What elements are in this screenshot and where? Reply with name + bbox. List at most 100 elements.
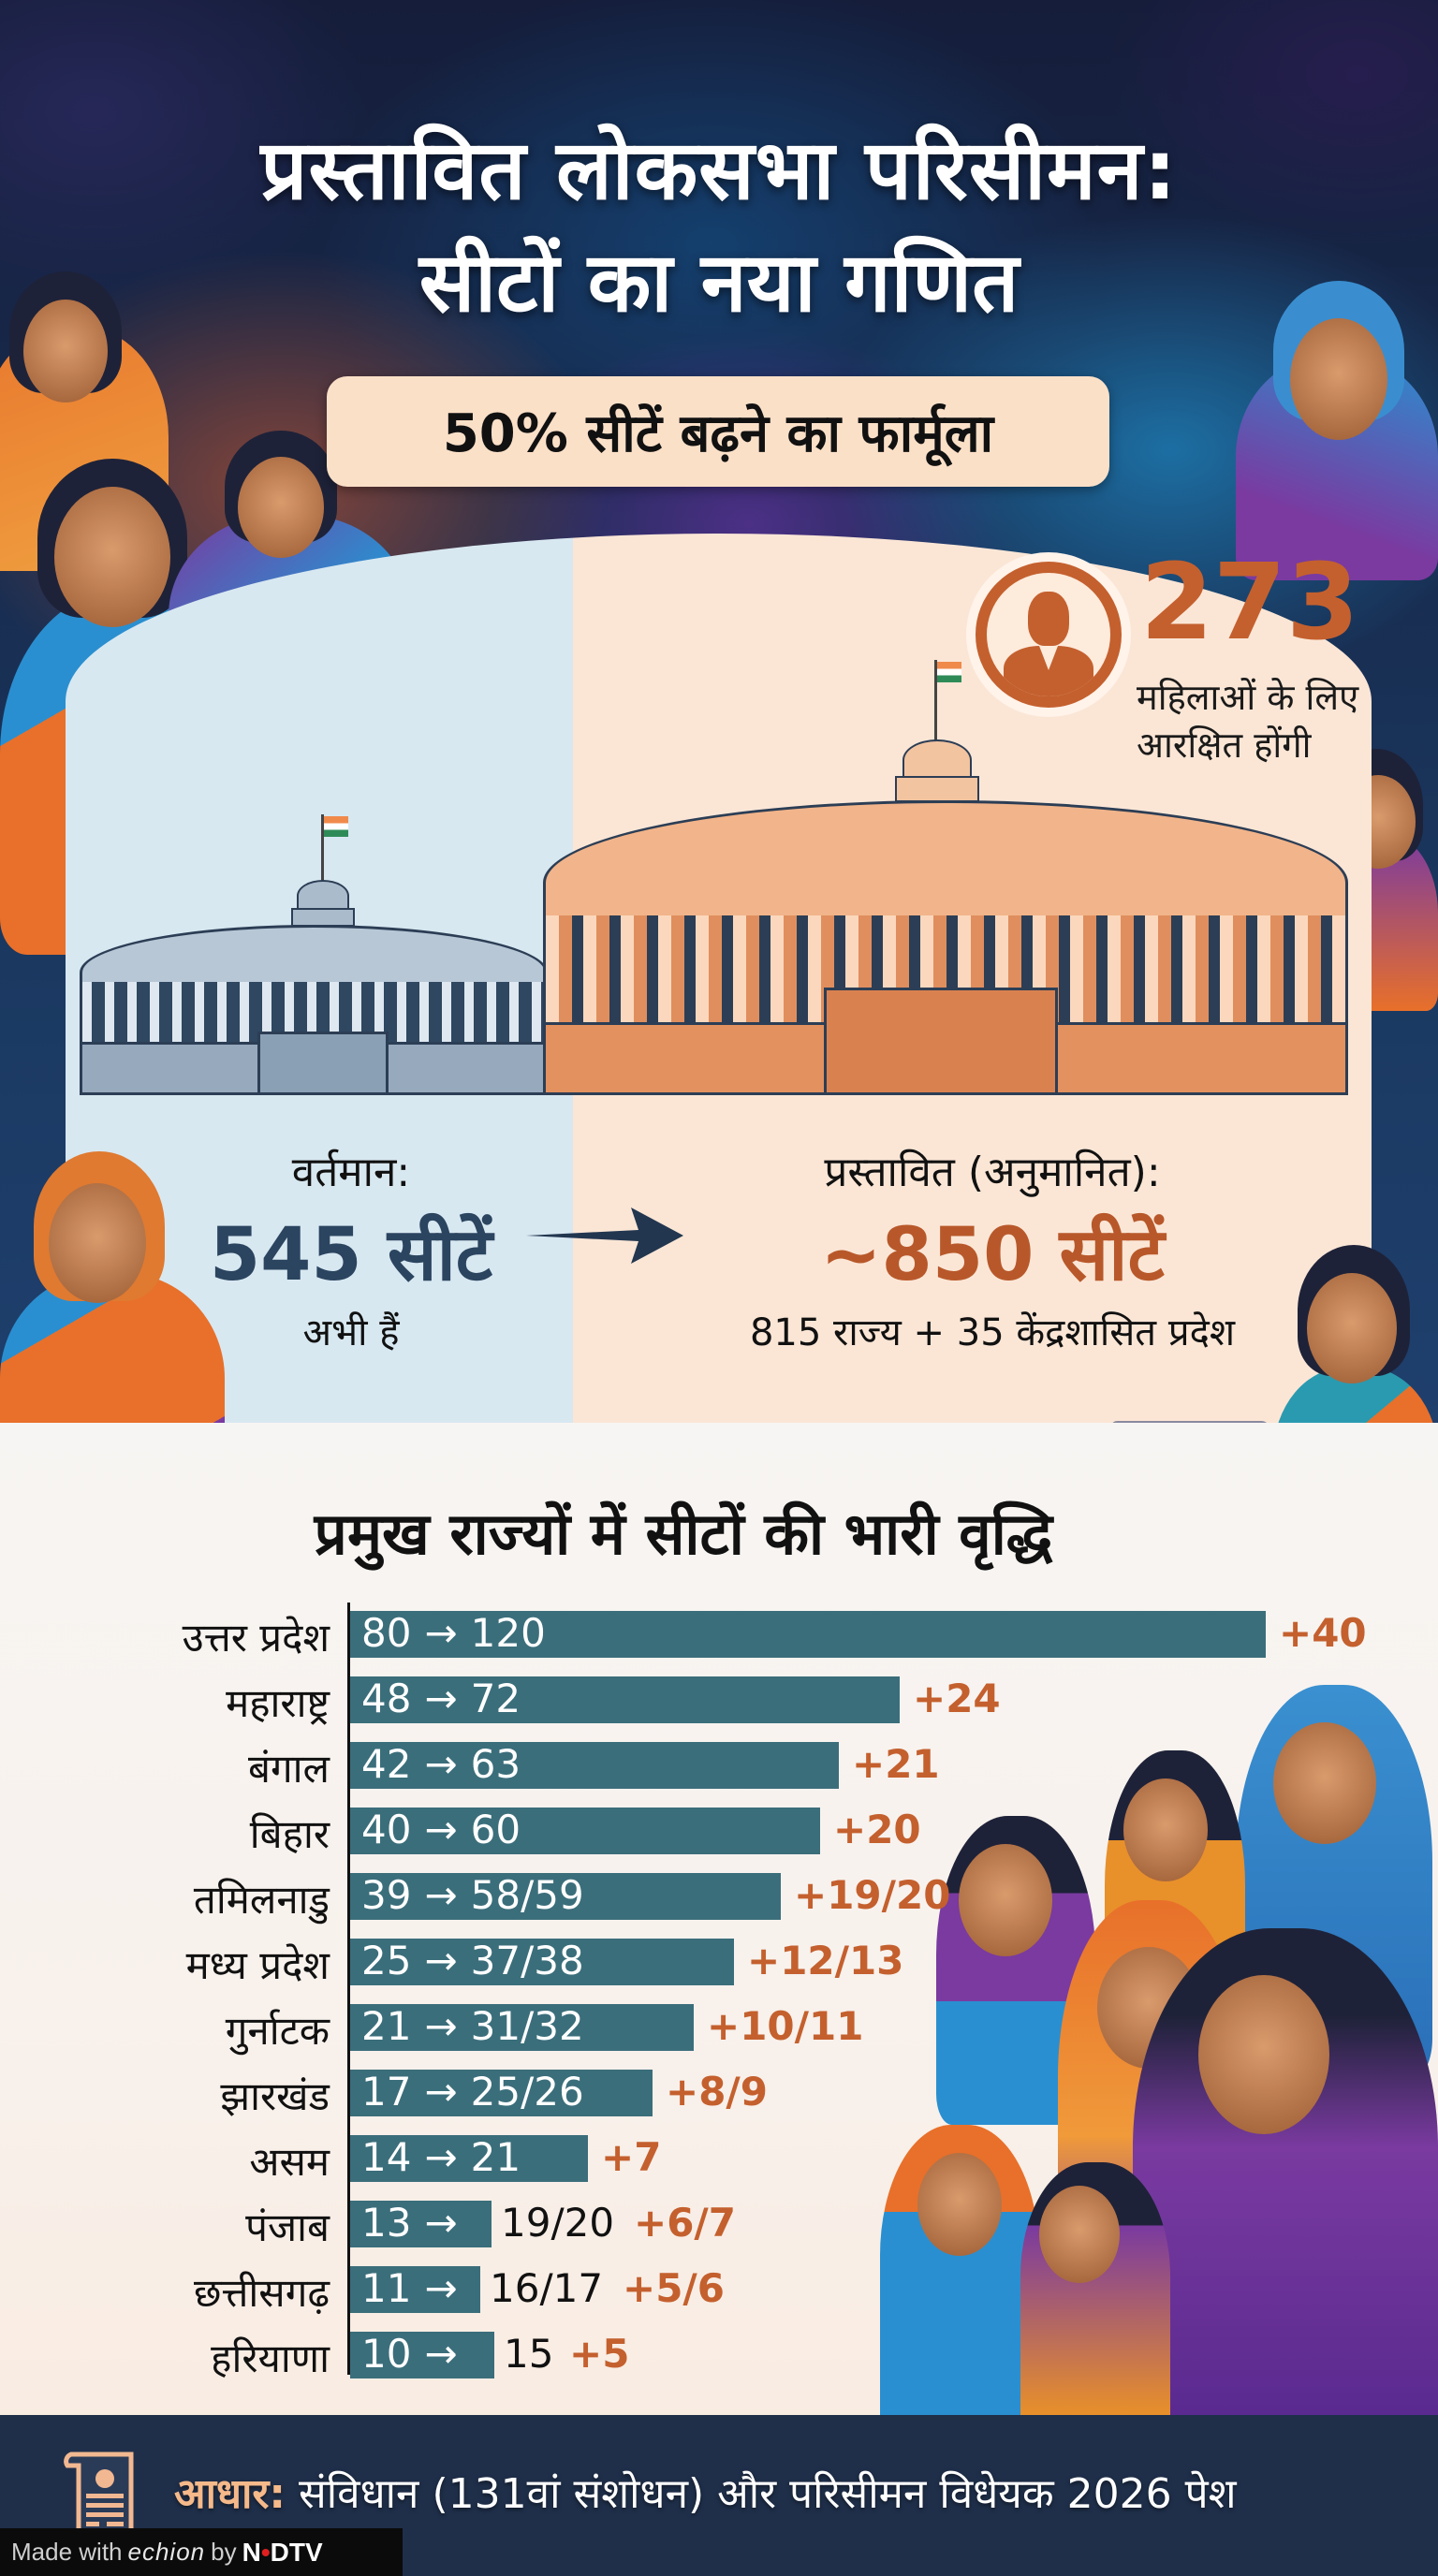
chart-axis-line — [347, 1603, 350, 2375]
chart-row: बिहार 40 → 60 +20 — [0, 1805, 1438, 1857]
watermark-badge[interactable]: Made with echion by N•DTV — [0, 2528, 403, 2576]
women-reserved-label-line2: आरक्षित होंगी — [1137, 724, 1312, 767]
women-reservation-badge — [966, 552, 1131, 717]
seats-to: 120 — [470, 1610, 546, 1656]
seats-to: 63 — [470, 1741, 521, 1787]
chart-bar-label: 10 → — [361, 2331, 471, 2377]
arrow-icon: → — [424, 1938, 458, 1983]
chart-bar — [350, 1742, 839, 1789]
chart-bar-label: 21 → 31/32 — [361, 2003, 584, 2049]
arrow-icon: → — [424, 2134, 458, 2180]
arrow-icon: → — [424, 2331, 458, 2377]
current-seats-value: 545 सीटें — [209, 1213, 493, 1297]
chart-row-state-label: छत्तीसगढ़ — [193, 2270, 330, 2316]
chart-row: झारखंड 17 → 25/26 +8/9 — [0, 2067, 1438, 2119]
women-reserved-label-line1: महिलाओं के लिए — [1137, 677, 1359, 718]
seats-to-outside: 16/17 — [490, 2265, 604, 2311]
seats-from: 21 — [361, 2003, 412, 2049]
chart-row: मध्य प्रदेश 25 → 37/38 +12/13 — [0, 1936, 1438, 1988]
chart-title: प्रमुख राज्यों में सीटों की भारी वृद्धि — [314, 1500, 1053, 1568]
seats-from: 17 — [361, 2069, 412, 2115]
chart-bar — [350, 1808, 820, 1854]
parliament-current-illustration — [80, 814, 548, 1095]
seats-from: 11 — [361, 2265, 412, 2311]
proposed-label: प्रस्तावित (अनुमानित): — [824, 1149, 1161, 1196]
seats-from: 25 — [361, 1938, 412, 1983]
arrow-icon: → — [424, 2265, 458, 2311]
parliament-proposed-illustration — [543, 660, 1348, 1095]
illustration-woman-top-left — [0, 271, 169, 571]
chart-row-state-label: असम — [249, 2139, 330, 2185]
proposed-seats-value: ~850 सीटें — [820, 1213, 1165, 1297]
arrow-icon: → — [424, 1610, 458, 1656]
chart-row-state-label: बिहार — [249, 1811, 330, 1857]
chart-bar-label: 11 → — [361, 2265, 471, 2311]
seats-from: 48 — [361, 1676, 412, 1721]
chart-row: हरियाणा 10 → 15 +5 — [0, 2329, 1438, 2381]
seat-increase-label: +19/20 — [794, 1872, 951, 1918]
arrow-icon: → — [424, 1807, 458, 1852]
seat-increase-label: +24 — [913, 1676, 1001, 1721]
seats-from: 40 — [361, 1807, 412, 1852]
chart-bar — [350, 2070, 653, 2116]
chart-bar-label: 80 → 120 — [361, 1610, 546, 1656]
women-reserved-count: 273 — [1140, 542, 1359, 664]
chart-row-state-label: गुर्नाटक — [225, 2008, 330, 2054]
seats-from: 10 — [361, 2331, 412, 2377]
page-title-line2: सीटों का नया गणित — [418, 234, 1020, 330]
chart-bar-label: 39 → 58/59 — [361, 1872, 584, 1918]
current-label: वर्तमान: — [291, 1149, 411, 1196]
seat-increase-label: +20 — [833, 1807, 921, 1852]
chart-row: उत्तर प्रदेश 80 → 120 +40 — [0, 1608, 1438, 1661]
seat-increase-label: +6/7 — [634, 2200, 736, 2246]
seat-increase-label: +5/6 — [623, 2265, 725, 2311]
illustration-women-group — [880, 1676, 1438, 2415]
seat-increase-label: +10/11 — [707, 2003, 864, 2049]
source-text: संविधान (131वां संशोधन) और परिसीमन विधेय… — [286, 2470, 1237, 2518]
chart-bar — [350, 2135, 588, 2182]
proposed-seats-block: प्रस्तावित (अनुमानित): ~850 सीटें 815 रा… — [674, 1142, 1311, 1356]
seat-increase-label: +7 — [601, 2134, 662, 2180]
subtitle-pill: 50% सीटें बढ़ने का फार्मूला — [327, 376, 1109, 487]
seats-to: 25/26 — [470, 2069, 584, 2115]
proposed-note: 815 राज्य + 35 केंद्रशासित प्रदेश — [749, 1311, 1236, 1354]
chart-bar-label: 40 → 60 — [361, 1807, 521, 1852]
seats-to: 58/59 — [470, 1872, 584, 1918]
chart-bar-label: 42 → 63 — [361, 1741, 521, 1787]
chart-bar-label: 13 → — [361, 2200, 471, 2246]
watermark-brand: echion — [127, 2538, 206, 2566]
chart-row-state-label: झारखंड — [220, 2073, 330, 2119]
chart-bar-label: 48 → 72 — [361, 1676, 521, 1721]
seats-to-outside: 15 — [504, 2331, 554, 2377]
chart-row: बंगाल 42 → 63 +21 — [0, 1739, 1438, 1792]
seat-increase-label: +5 — [569, 2331, 630, 2377]
current-note: अभी हैं — [302, 1311, 400, 1354]
seat-increase-label: +40 — [1279, 1610, 1367, 1656]
seats-from: 80 — [361, 1610, 412, 1656]
chart-bar — [350, 1676, 900, 1723]
chart-row-state-label: महाराष्ट्र — [226, 1680, 330, 1726]
seats-to: 60 — [470, 1807, 521, 1852]
source-note: आधार: संविधान (131वां संशोधन) और परिसीमन… — [174, 2464, 1236, 2520]
chart-row-state-label: मध्य प्रदेश — [185, 1942, 330, 1988]
seats-to: 72 — [470, 1676, 521, 1721]
seats-to: 31/32 — [470, 2003, 584, 2049]
seat-increase-label: +8/9 — [666, 2069, 768, 2115]
arrow-icon: → — [424, 1676, 458, 1721]
chart-row-state-label: तमिलनाडु — [193, 1877, 330, 1923]
chart-bar — [350, 2201, 492, 2247]
chart-row-state-label: पंजाब — [245, 2204, 330, 2250]
chart-bar — [350, 2266, 480, 2313]
chart-row-state-label: बंगाल — [248, 1746, 330, 1792]
chart-row: महाराष्ट्र 48 → 72 +24 — [0, 1674, 1438, 1726]
chart-bar — [350, 2332, 494, 2378]
chart-row: तमिलनाडु 39 → 58/59 +19/20 — [0, 1870, 1438, 1923]
seats-from: 42 — [361, 1741, 412, 1787]
seats-to: 21 — [470, 2134, 521, 2180]
arrow-icon: → — [424, 2069, 458, 2115]
chart-bar — [350, 1873, 781, 1920]
chart-row-state-label: उत्तर प्रदेश — [182, 1615, 330, 1661]
seats-from: 13 — [361, 2200, 412, 2246]
arrow-icon: → — [424, 2200, 458, 2246]
women-reserved-label: महिलाओं के लिए आरक्षित होंगी — [1137, 674, 1417, 770]
